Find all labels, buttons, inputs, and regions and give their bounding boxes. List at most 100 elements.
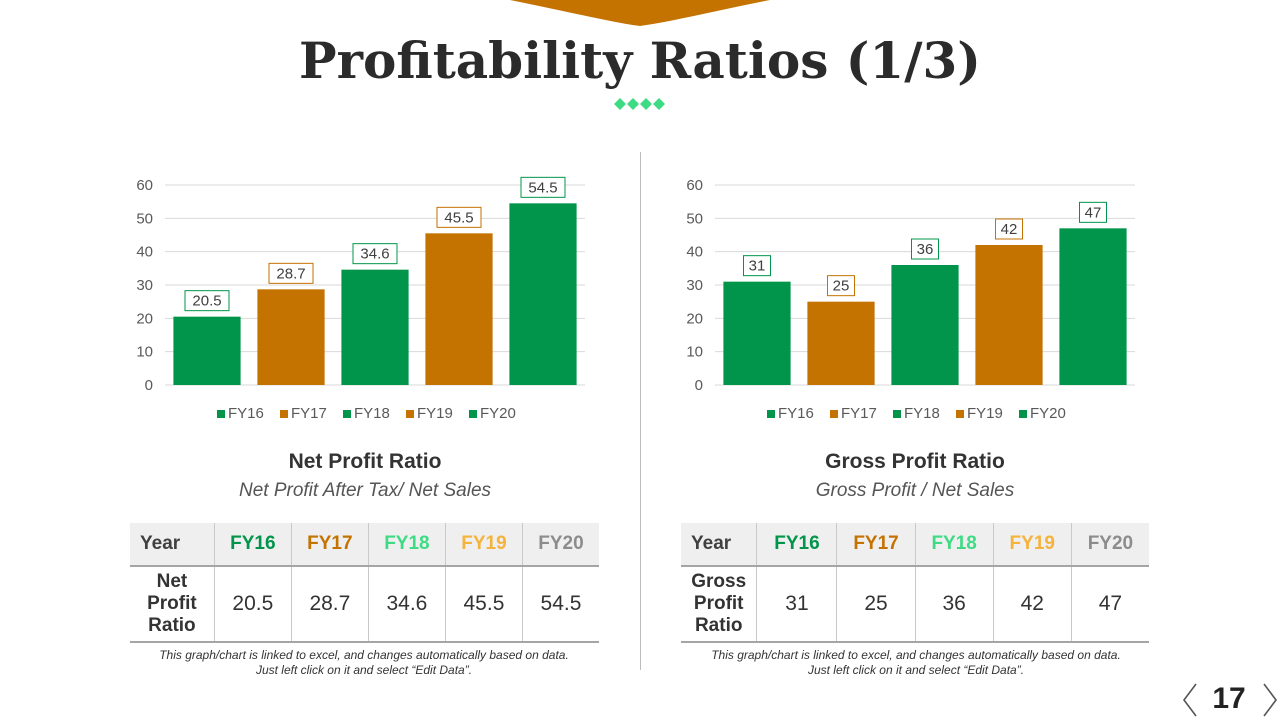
y-tick-label: 50 xyxy=(686,210,703,227)
row-label-line: Net xyxy=(156,571,188,592)
table-row-label: Gross Profit Ratio xyxy=(681,566,758,643)
gross-profit-caption-title: Gross Profit Ratio xyxy=(825,450,1005,473)
table-header-fy19: FY19 xyxy=(445,523,523,567)
bar-fy17[interactable] xyxy=(257,289,325,385)
bar-fy18[interactable] xyxy=(341,269,409,385)
center-divider xyxy=(640,152,641,670)
legend-entry: FY16 xyxy=(228,405,264,422)
data-label-box xyxy=(995,218,1023,240)
legend-swatch xyxy=(767,410,775,418)
table-header-fy16: FY16 xyxy=(214,523,292,567)
y-tick-label: 20 xyxy=(136,310,153,327)
gross-profit-chart[interactable]: 0 10 20 30 40 50 60 31 25 36 42 47 FY16 FY17 FY18 FY19 F… xyxy=(670,170,1150,440)
table-header-fy18: FY18 xyxy=(915,523,994,567)
legend-entry: FY18 xyxy=(904,405,940,422)
y-tick-label: 60 xyxy=(136,177,153,194)
table-cell-fy19: 45.5 xyxy=(445,566,523,643)
table-cell-fy20: 47 xyxy=(1071,566,1149,643)
data-label: 31 xyxy=(749,258,766,275)
table-header-row: Year FY16 FY17 FY18 FY19 FY20 xyxy=(130,523,599,567)
legend-entry: FY16 xyxy=(778,405,814,422)
data-label-box xyxy=(1079,201,1107,223)
legend-swatch xyxy=(956,410,964,418)
right-note: This graph/chart is linked to excel, and… xyxy=(656,648,1176,678)
y-tick-label: 30 xyxy=(136,277,153,294)
table-cell-fy17: 28.7 xyxy=(291,566,369,643)
table-cell-fy17: 25 xyxy=(836,566,916,643)
gross-profit-table: Year FY16 FY17 FY18 FY19 FY20 Gross Prof… xyxy=(681,523,1149,643)
y-tick-label: 40 xyxy=(136,244,153,261)
table-header-fy17: FY17 xyxy=(836,523,916,567)
table-row-label: Net Profit Ratio xyxy=(130,566,215,643)
data-label-box xyxy=(743,255,771,277)
data-label: 47 xyxy=(1085,204,1102,221)
table-cell-fy18: 36 xyxy=(915,566,994,643)
bar-fy19[interactable] xyxy=(425,233,493,385)
net-profit-chart-svg: 0 10 20 30 40 50 60 20.5 28.7 34.6 45.5 54.5 FY16 FY1… xyxy=(136,176,585,422)
note-line: This graph/chart is linked to excel, and… xyxy=(159,648,569,662)
legend-entry: FY20 xyxy=(1030,405,1066,422)
bar-fy16[interactable] xyxy=(173,316,241,385)
net-profit-chart[interactable]: 0 10 20 30 40 50 60 20.5 28.7 34.6 45.5 54.5 FY16 FY1… xyxy=(120,170,600,440)
note-line: This graph/chart is linked to excel, and… xyxy=(711,648,1121,662)
bar-fy17[interactable] xyxy=(807,301,875,385)
row-label-line: Gross xyxy=(691,571,747,592)
data-label-box xyxy=(268,262,314,284)
net-profit-table: Year FY16 FY17 FY18 FY19 FY20 Net Profit… xyxy=(130,523,599,643)
legend-entry: FY19 xyxy=(967,405,1003,422)
legend-entry: FY19 xyxy=(417,405,453,422)
net-profit-caption-title: Net Profit Ratio xyxy=(288,450,442,473)
row-label-line: Ratio xyxy=(694,615,743,636)
data-label: 36 xyxy=(917,241,934,258)
data-label-box xyxy=(184,290,230,312)
legend-swatch xyxy=(217,410,225,418)
bar-fy20[interactable] xyxy=(509,203,577,385)
chevron-left-icon[interactable] xyxy=(1183,683,1197,717)
legend-entry: FY18 xyxy=(354,405,390,422)
top-tab-decoration xyxy=(510,0,770,26)
chevron-right-icon[interactable] xyxy=(1263,683,1277,717)
legend-swatch xyxy=(343,410,351,418)
y-tick-label: 50 xyxy=(136,210,153,227)
bar-fy20[interactable] xyxy=(1059,228,1127,385)
bar-fy18[interactable] xyxy=(891,265,959,385)
y-tick-label: 20 xyxy=(686,310,703,327)
legend-entry: FY17 xyxy=(841,405,877,422)
data-label: 45.5 xyxy=(444,209,473,226)
legend-entry: FY20 xyxy=(480,405,516,422)
table-header-fy16: FY16 xyxy=(756,523,838,567)
table-row: Gross Profit Ratio 31 25 36 42 47 xyxy=(681,566,1149,643)
y-tick-label: 60 xyxy=(686,177,703,194)
row-label-line: Profit xyxy=(147,593,197,614)
data-label: 42 xyxy=(1001,221,1018,238)
table-header-fy20: FY20 xyxy=(522,523,599,567)
table-header-fy20: FY20 xyxy=(1071,523,1149,567)
table-row: Net Profit Ratio 20.5 28.7 34.6 45.5 54.… xyxy=(130,566,599,643)
table-cell-fy16: 31 xyxy=(756,566,838,643)
legend-swatch xyxy=(893,410,901,418)
net-profit-caption-subtitle: Net Profit After Tax/ Net Sales xyxy=(238,480,492,501)
y-tick-label: 30 xyxy=(686,277,703,294)
table-header-fy18: FY18 xyxy=(368,523,446,567)
table-cell-fy18: 34.6 xyxy=(368,566,446,643)
page-number: 17 xyxy=(1212,682,1246,715)
pager xyxy=(1183,683,1277,717)
row-label-line: Profit xyxy=(693,593,744,614)
bar-fy16[interactable] xyxy=(723,281,791,385)
table-header-year: Year xyxy=(130,523,215,567)
table-header-fy19: FY19 xyxy=(993,523,1072,567)
gross-profit-caption-subtitle: Gross Profit / Net Sales xyxy=(815,480,1015,501)
note-line: Just left click on it and select “Edit D… xyxy=(255,663,473,677)
table-cell-fy19: 42 xyxy=(993,566,1072,643)
row-label-line: Ratio xyxy=(148,615,196,636)
gross-profit-chart-svg: 0 10 20 30 40 50 60 31 25 36 42 47 FY16 FY17 FY18 FY19 F… xyxy=(686,177,1135,422)
legend-swatch xyxy=(830,410,838,418)
y-tick-label: 40 xyxy=(686,244,703,261)
data-label: 34.6 xyxy=(360,246,389,263)
legend-swatch xyxy=(1019,410,1027,418)
bar-fy19[interactable] xyxy=(975,245,1043,385)
y-tick-label: 10 xyxy=(686,344,703,361)
data-label: 25 xyxy=(833,278,850,295)
table-cell-fy16: 20.5 xyxy=(214,566,292,643)
data-label-box xyxy=(436,206,482,228)
